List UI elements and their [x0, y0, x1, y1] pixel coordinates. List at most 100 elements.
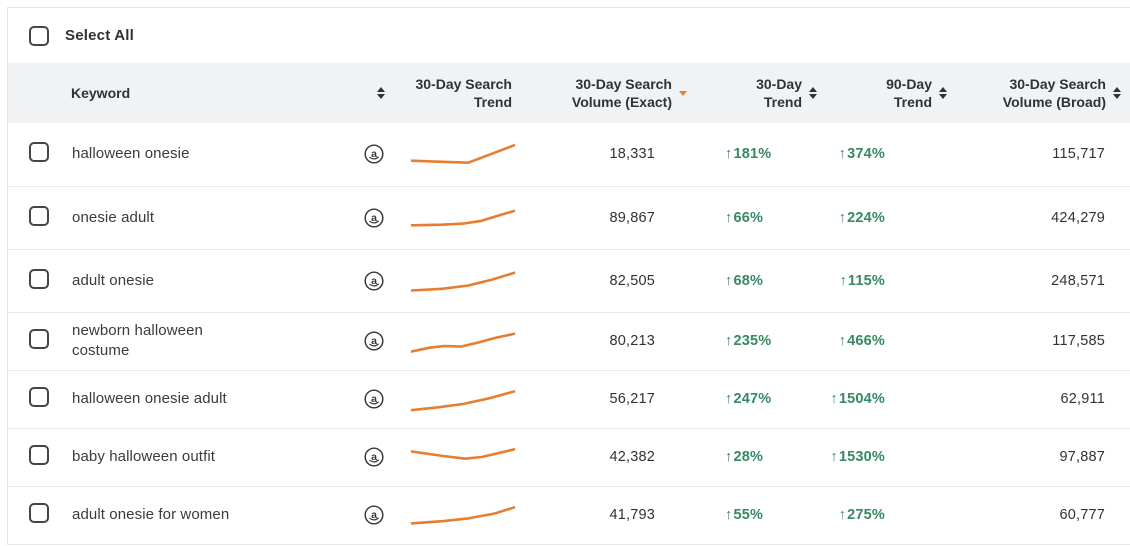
trend-up-icon: ↑: [725, 209, 733, 226]
volume-exact-value: 89,867: [609, 209, 655, 226]
amazon-marketplace-icon: a: [363, 207, 385, 229]
amazon-marketplace-icon: a: [363, 270, 385, 292]
column-header-keyword[interactable]: Keyword: [63, 63, 397, 123]
trend-up-icon: ↑: [725, 272, 733, 289]
sort-arrows-icon[interactable]: [939, 87, 947, 99]
table-row: adult onesie for women a 41,793 ↑55% ↑27…: [8, 486, 1130, 544]
keyword-text: halloween onesie: [72, 145, 190, 163]
sort-arrows-icon[interactable]: [377, 87, 385, 99]
svg-text:a: a: [371, 451, 377, 463]
keyword-table-card: Select All Keyword 30-Day Search Trend: [7, 7, 1130, 545]
column-header-90-day-trend[interactable]: 90-Day Trend: [827, 63, 957, 123]
column-label: 90-Day Trend: [886, 75, 932, 110]
keyword-text: onesie adult: [72, 208, 155, 226]
table-row: onesie adult a 89,867 ↑66% ↑224% 424,: [8, 186, 1130, 249]
volume-exact-value: 80,213: [609, 333, 655, 349]
trend-up-icon: ↑: [838, 209, 847, 226]
sort-arrows-icon[interactable]: [809, 87, 817, 99]
trend-30-cell: ↑68%: [725, 272, 764, 289]
svg-text:a: a: [371, 148, 377, 160]
search-trend-sparkline: [411, 143, 515, 165]
table-row: halloween onesie adult a 56,217 ↑247% ↑1…: [8, 370, 1130, 428]
svg-text:a: a: [371, 335, 377, 347]
trend-up-icon: ↑: [725, 449, 733, 465]
amazon-marketplace-icon: a: [363, 388, 385, 410]
keyword-text: adult onesie: [72, 271, 155, 289]
trend-30-cell: ↑55%: [725, 507, 764, 523]
svg-text:a: a: [371, 274, 377, 286]
amazon-marketplace-icon: a: [363, 504, 385, 526]
table-row: newborn halloween costume a 80,213 ↑235%…: [8, 312, 1130, 370]
amazon-marketplace-icon: a: [363, 330, 385, 352]
svg-text:a: a: [371, 211, 377, 223]
table-row: adult onesie a 82,505 ↑68% ↑115% 248,: [8, 249, 1130, 312]
svg-text:a: a: [371, 393, 377, 405]
volume-broad-value: 117,585: [1052, 333, 1105, 349]
trend-90-cell: ↑1504%: [830, 391, 885, 407]
volume-broad-value: 97,887: [1059, 449, 1105, 465]
row-checkbox[interactable]: [29, 445, 49, 465]
column-header-search-trend: 30-Day Search Trend: [397, 63, 522, 123]
keyword-text: halloween onesie adult: [72, 390, 227, 408]
table-row: baby halloween outfit a 42,382 ↑28% ↑153…: [8, 428, 1130, 486]
column-label: 30-Day Search Volume (Exact): [571, 75, 672, 110]
search-trend-sparkline: [411, 505, 515, 525]
trend-90-cell: ↑275%: [838, 507, 885, 523]
volume-broad-value: 424,279: [1051, 209, 1105, 226]
trend-90-cell: ↑374%: [838, 146, 885, 163]
volume-broad-value: 62,911: [1060, 391, 1105, 407]
column-label: Keyword: [71, 84, 131, 101]
trend-30-cell: ↑235%: [725, 333, 772, 349]
keyword-text: newborn halloween costume: [72, 322, 203, 359]
amazon-marketplace-icon: a: [363, 143, 385, 165]
volume-broad-value: 115,717: [1052, 146, 1105, 163]
trend-30-cell: ↑28%: [725, 449, 764, 465]
svg-text:a: a: [371, 509, 377, 521]
search-trend-sparkline: [411, 208, 515, 227]
row-checkbox[interactable]: [29, 503, 49, 523]
trend-up-icon: ↑: [830, 449, 838, 465]
trend-up-icon: ↑: [838, 507, 847, 523]
row-checkbox[interactable]: [29, 268, 49, 289]
trend-up-icon: ↑: [838, 146, 847, 163]
volume-broad-value: 60,777: [1059, 507, 1105, 523]
table-row: halloween onesie a 18,331 ↑181% ↑374%: [8, 123, 1130, 186]
row-checkbox[interactable]: [29, 329, 49, 349]
row-checkbox[interactable]: [29, 205, 49, 226]
row-checkbox[interactable]: [29, 387, 49, 407]
select-all-bar: Select All: [8, 8, 1130, 63]
search-trend-sparkline: [411, 270, 515, 292]
volume-exact-value: 41,793: [609, 507, 655, 523]
row-checkbox[interactable]: [29, 142, 49, 163]
trend-up-icon: ↑: [838, 333, 847, 349]
amazon-marketplace-icon: a: [363, 446, 385, 468]
trend-up-icon: ↑: [839, 272, 847, 289]
volume-exact-value: 42,382: [609, 449, 655, 465]
header-checkbox-spacer: [8, 63, 63, 123]
column-header-volume-broad[interactable]: 30-Day Search Volume (Broad): [957, 63, 1130, 123]
trend-up-icon: ↑: [830, 391, 838, 407]
trend-up-icon: ↑: [725, 507, 733, 523]
volume-exact-value: 56,217: [609, 391, 655, 407]
search-trend-sparkline: [411, 332, 515, 353]
column-header-volume-exact[interactable]: 30-Day Search Volume (Exact): [522, 63, 697, 123]
volume-exact-value: 18,331: [609, 146, 655, 163]
volume-broad-value: 248,571: [1051, 272, 1105, 289]
trend-30-cell: ↑247%: [725, 391, 772, 407]
trend-90-cell: ↑115%: [839, 272, 885, 289]
trend-90-cell: ↑466%: [838, 333, 885, 349]
select-all-checkbox[interactable]: [29, 25, 49, 46]
trend-90-cell: ↑1530%: [830, 449, 885, 465]
column-header-30-day-trend[interactable]: 30-Day Trend: [697, 63, 827, 123]
column-label: 30-Day Trend: [756, 75, 802, 110]
search-trend-sparkline: [411, 447, 515, 461]
sort-arrows-icon[interactable]: [1113, 87, 1121, 99]
column-label: 30-Day Search Trend: [415, 75, 512, 110]
trend-up-icon: ↑: [725, 146, 733, 163]
trend-up-icon: ↑: [725, 391, 733, 407]
trend-30-cell: ↑66%: [725, 209, 764, 226]
trend-30-cell: ↑181%: [725, 146, 772, 163]
search-trend-sparkline: [411, 389, 515, 412]
sort-desc-active-icon[interactable]: [679, 90, 687, 96]
table-header-row: Keyword 30-Day Search Trend 30-Day Searc…: [8, 63, 1130, 123]
